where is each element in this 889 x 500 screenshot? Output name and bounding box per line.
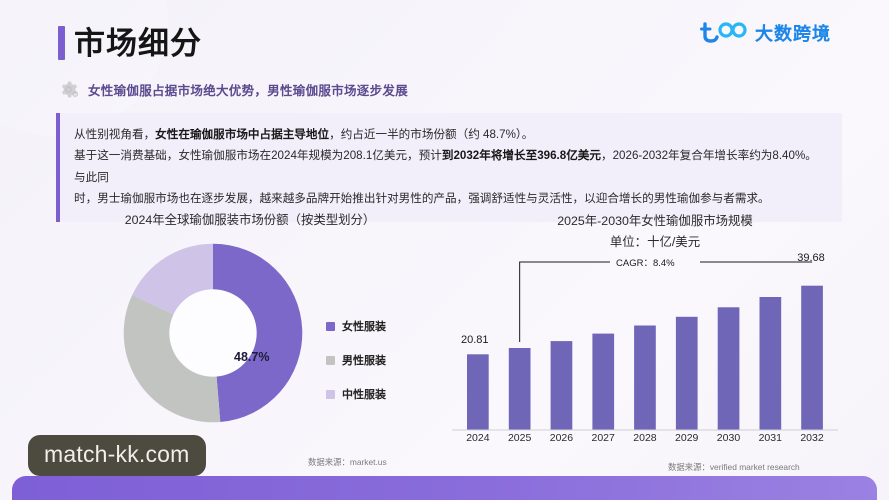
donut-svg: [123, 243, 303, 423]
legend-label-women: 女性服装: [342, 321, 386, 333]
pie-legend: 女性服装 男性服装 中性服装: [326, 318, 386, 402]
legend-item-women[interactable]: 女性服装: [326, 318, 386, 334]
page-subtitle-row: 女性瑜伽服占据市场绝大优势，男性瑜伽服市场逐步发展: [58, 79, 408, 100]
bar-axis-label: 2029: [675, 432, 699, 444]
summary-line-2-c: ，2026-2032年复合年增长率约为8.40%。与此同: [74, 149, 817, 184]
legend-label-unisex: 中性服装: [342, 389, 386, 401]
bar-chart-title: 2025年-2030年女性瑜伽服市场规模: [557, 214, 753, 228]
bar-rect[interactable]: [634, 325, 656, 431]
summary-line-2-a: 基于这一消费基础，女性瑜伽服市场在2024年规模为208.1亿美元，预计: [74, 149, 442, 163]
bar-rect[interactable]: [592, 333, 615, 430]
summary-line-1-bold: 女性在瑜伽服市场中占据主导地位: [155, 128, 330, 141]
page-subtitle: 女性瑜伽服占据市场绝大优势，男性瑜伽服市场逐步发展: [88, 84, 409, 98]
bar-axis-label: 2030: [716, 432, 741, 444]
bar-rect[interactable]: [759, 297, 782, 430]
bar-rect[interactable]: [675, 316, 698, 430]
decorative-bottom-bar: [12, 476, 877, 500]
bar-axis-label: 2024: [466, 432, 490, 444]
watermark: match-kk.com: [28, 435, 206, 476]
bar-axis-label: 2027: [591, 432, 615, 444]
pie-chart-source: 数据来源：market.us: [308, 457, 387, 467]
bar-rect[interactable]: [508, 348, 531, 430]
bar-axis-label: 2031: [758, 432, 782, 444]
bar-chart-panel: 2025年-2030年女性瑜伽服市场规模 单位：十亿/美元: [470, 211, 840, 250]
donut-chart: 48.7%: [118, 238, 308, 428]
bar-axis-label: 2032: [800, 432, 824, 444]
summary-line-2-bold: 到2032年将增长至396.8亿美元: [441, 149, 601, 163]
pie-chart-panel: 2024年全球瑜伽服装市场份额（按类型划分）: [60, 210, 440, 228]
bar-chart-plot: CAGR：8.4% 20.81 39.68: [450, 252, 840, 437]
page-title: 市场细分: [74, 25, 202, 61]
bar-chart-svg: [452, 261, 838, 431]
bar-axis-label: 2025: [507, 432, 532, 444]
bar-chart-cagr-annotation: CAGR：8.4%: [616, 258, 675, 269]
bar-chart-subtitle: 单位：十亿/美元: [609, 235, 701, 249]
cagr-leader-line: [519, 261, 610, 342]
summary-line-1: 从性别视角看，女性在瑜伽服市场中占据主导地位，约占近一半的市场份额（约 48.7…: [74, 124, 828, 145]
summary-line-1-a: 从性别视角看，: [74, 128, 156, 141]
bar-value-label-last: 39.68: [797, 252, 825, 264]
legend-item-men[interactable]: 男性服装: [326, 352, 386, 368]
summary-line-3: 时，男士瑜伽服市场也在逐步发展，越来越多品牌开始推出针对男性的产品，强调舒适性与…: [74, 192, 770, 206]
donut-primary-value-label: 48.7%: [234, 350, 270, 364]
legend-swatch-men-icon: [326, 355, 335, 365]
gear-icon: [58, 79, 79, 100]
summary-paragraph-card: 从性别视角看，女性在瑜伽服市场中占据主导地位，约占近一半的市场份额（约 48.7…: [56, 113, 842, 222]
summary-line-1-c: ，约占近一半的市场份额（约 48.7%）。: [329, 128, 534, 141]
bar-rect[interactable]: [467, 354, 489, 430]
pie-chart-title: 2024年全球瑜伽服装市场份额（按类型划分）: [124, 213, 376, 227]
legend-swatch-unisex-icon: [326, 389, 335, 399]
page-title-row: 市场细分: [58, 26, 202, 60]
bar-value-label-first: 20.81: [461, 334, 489, 347]
legend-label-men: 男性服装: [342, 355, 386, 367]
bar-rect[interactable]: [550, 341, 573, 430]
brand-logo: 大数跨境: [699, 20, 831, 46]
legend-item-unisex[interactable]: 中性服装: [326, 386, 386, 402]
bar-axis-label: 2026: [549, 432, 574, 444]
bar-chart-x-axis: 2024 2025 2026 2027 2028 2029 2030 2031 2032: [450, 432, 840, 444]
legend-swatch-women-icon: [326, 321, 335, 331]
summary-line-2: 基于这一消费基础，女性瑜伽服市场在2024年规模为208.1亿美元，预计到203…: [74, 145, 828, 188]
title-accent-bar: [58, 26, 65, 60]
tb-infinity-logo-icon: [699, 21, 751, 45]
brand-logo-text: 大数跨境: [755, 20, 831, 46]
bar-rect[interactable]: [717, 307, 740, 430]
bar-rect[interactable]: [801, 285, 823, 430]
bar-axis-label: 2028: [633, 432, 657, 444]
bar-chart-source: 数据来源：verified market research: [668, 462, 800, 472]
donut-slice[interactable]: [213, 243, 303, 423]
